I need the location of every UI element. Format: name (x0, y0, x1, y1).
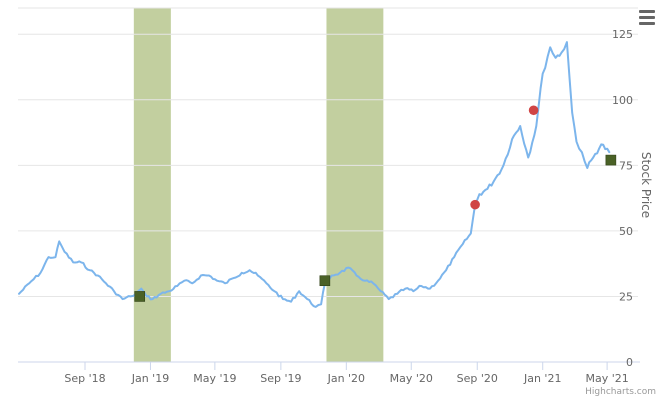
x-tick-label: May '19 (193, 372, 236, 385)
menu-icon[interactable] (636, 10, 658, 30)
x-tick-label: May '21 (585, 372, 628, 385)
y-tick-label: 125 (612, 28, 633, 41)
square-marker-1[interactable] (134, 291, 146, 302)
highlight-bands (133, 8, 384, 362)
menu-bar (639, 16, 655, 19)
x-tick-label: Jan '21 (523, 372, 561, 385)
x-tick-label: Sep '18 (64, 372, 105, 385)
menu-bar (639, 22, 655, 25)
credits-link[interactable]: Highcharts.com (585, 387, 656, 397)
circle-marker-1[interactable] (470, 199, 480, 210)
y-tick-label: 50 (619, 225, 633, 238)
y-tick-label: 25 (619, 290, 633, 303)
y-axis-title: Stock Price (639, 152, 653, 218)
circle-marker-2[interactable] (528, 105, 539, 116)
x-tick-label: Sep '20 (457, 372, 498, 385)
highlight-band-2 (326, 8, 384, 362)
y-tick-label: 100 (612, 94, 633, 107)
event-markers (134, 105, 617, 302)
highlight-band-1 (133, 8, 171, 362)
series-line (18, 41, 611, 308)
grid-lines (18, 7, 638, 297)
x-tick-label: Sep '19 (260, 372, 301, 385)
x-tick-label: May '20 (390, 372, 433, 385)
x-tick-label: Jan '20 (327, 372, 365, 385)
square-marker-3[interactable] (605, 154, 617, 166)
y-tick-label: 0 (626, 356, 633, 369)
x-tick-label: Jan '19 (131, 372, 169, 385)
square-marker-2[interactable] (319, 275, 331, 287)
y-axis-ticks: 0 25 50 75 100 125 (612, 28, 633, 369)
menu-bar (639, 10, 655, 13)
y-tick-label: 75 (619, 159, 633, 172)
x-axis-ticks: Sep '18 Jan '19 May '19 Sep '19 Jan '20 May '… (64, 362, 629, 385)
